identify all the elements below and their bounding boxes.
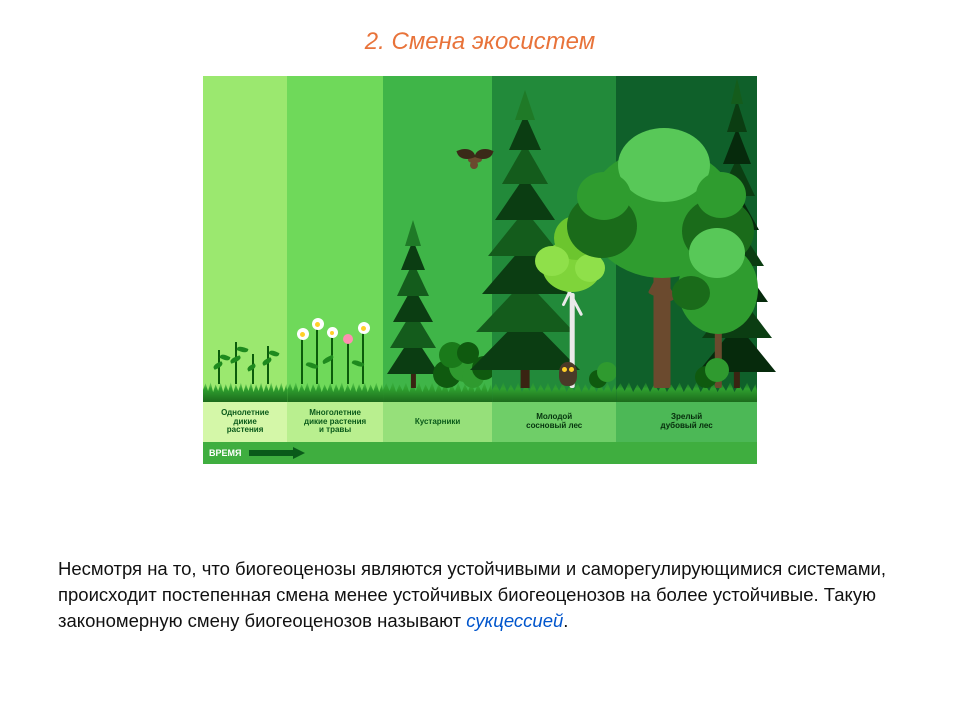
owl: [559, 362, 577, 386]
succession-diagram: Однолетние дикие растения Многолетние ди…: [203, 76, 757, 464]
stage-label: Однолетние дикие растения: [203, 402, 287, 442]
term-succession: сукцессией: [466, 610, 563, 631]
stage-labels-row: Однолетние дикие растения Многолетние ди…: [203, 402, 757, 442]
time-axis: ВРЕМЯ: [203, 442, 757, 464]
band-oak-forest: [616, 76, 757, 402]
grass-strip: [203, 380, 287, 402]
band-perennials: [287, 76, 383, 402]
stage-label: Зрелый дубовый лес: [616, 402, 757, 442]
stage-label: Многолетние дикие растения и травы: [287, 402, 383, 442]
flying-bird: [458, 148, 492, 168]
diagram-sky: [203, 76, 757, 402]
stage-label: Молодой сосновый лес: [492, 402, 616, 442]
small-conifer: [387, 218, 439, 388]
time-label: ВРЕМЯ: [203, 448, 241, 458]
band-annuals: [203, 76, 287, 402]
shrub: [695, 354, 729, 388]
stage-label: Кустарники: [383, 402, 492, 442]
time-arrow-icon: [249, 447, 305, 459]
slide-title: 2. Смена экосистем: [0, 0, 960, 56]
explanatory-paragraph: Несмотря на то, что биогеоценозы являютс…: [58, 556, 902, 634]
para-end: .: [563, 610, 568, 631]
